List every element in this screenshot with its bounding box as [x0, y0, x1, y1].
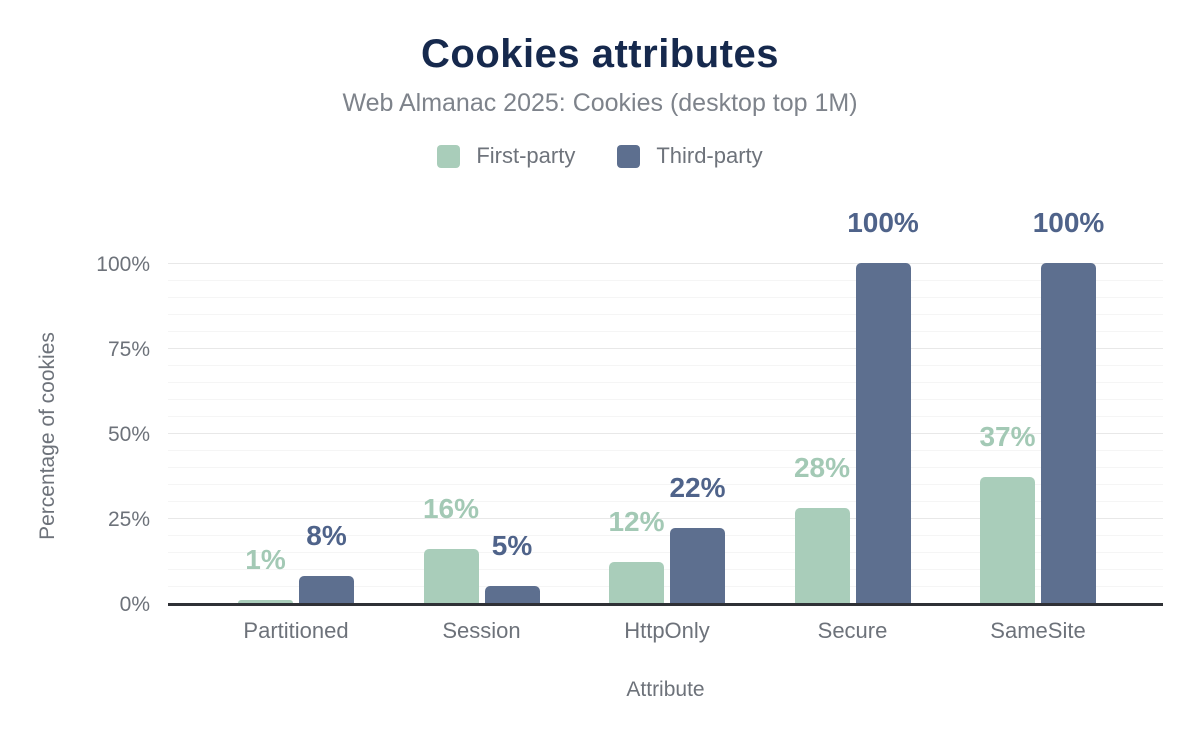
minor-gridline [168, 382, 1163, 383]
bar-value-label: 5% [491, 530, 533, 561]
major-gridline [168, 348, 1163, 349]
major-gridline [168, 518, 1163, 519]
x-category-label: Partitioned [243, 618, 349, 643]
third-party-swatch-icon [617, 144, 641, 168]
y-tick-label: 50% [107, 423, 150, 446]
bar-group: 16% 5% [423, 266, 540, 603]
y-tick-label: 0% [119, 593, 150, 616]
minor-gridline [168, 569, 1163, 570]
bar-value-label: 1% [245, 543, 286, 575]
bar-third-party [299, 575, 354, 603]
bar-group: 12% 22% [608, 266, 726, 603]
minor-gridline [168, 399, 1163, 400]
first-party-swatch-icon [437, 144, 461, 168]
minor-gridline [168, 365, 1163, 366]
bar-value-label: 100% [847, 207, 919, 238]
legend-label-first-party: First-party [476, 143, 576, 168]
bar-first-party [980, 477, 1035, 603]
y-tick-label: 100% [96, 253, 150, 276]
bar-third-party [1041, 263, 1096, 603]
minor-gridline [168, 552, 1163, 553]
bar-first-party [238, 599, 293, 603]
bar-first-party [609, 562, 664, 603]
major-gridline [168, 433, 1163, 434]
minor-gridline [168, 586, 1163, 587]
minor-gridline [168, 331, 1163, 332]
y-tick-label: 25% [107, 508, 150, 531]
chart-title: Cookies attributes [421, 32, 779, 76]
x-category-label: HttpOnly [624, 618, 710, 643]
bar-third-party [670, 528, 725, 603]
major-gridline [168, 263, 1163, 264]
minor-gridline [168, 416, 1163, 417]
bar-value-label: 22% [669, 472, 726, 504]
minor-gridline [168, 280, 1163, 281]
legend-label-third-party: Third-party [656, 143, 763, 168]
legend-item-third-party: Third-party [617, 143, 763, 169]
bar-third-party [855, 263, 911, 603]
bar-value-label: 100% [1032, 207, 1105, 238]
x-category-label: Session [442, 618, 521, 643]
minor-gridline [168, 535, 1163, 536]
legend-item-first-party: First-party [437, 143, 575, 169]
plot-area: 1% 8% 16% 5% 12% 22% 28% 100% 37% 100% [168, 207, 1163, 606]
bar-value-label: 8% [306, 519, 347, 551]
bar-value-label: 16% [422, 492, 480, 524]
chart-subtitle: Web Almanac 2025: Cookies (desktop top 1… [342, 89, 858, 117]
x-category-label: SameSite [990, 618, 1086, 643]
bar-third-party [484, 586, 540, 603]
bar-value-label: 12% [608, 506, 665, 538]
y-tick-label: 75% [107, 338, 150, 361]
bar-value-label: 37% [979, 421, 1036, 453]
bar-group: 37% 100% [979, 207, 1104, 603]
bar-value-label: 28% [793, 451, 851, 483]
bar-group: 1% 8% [238, 266, 354, 603]
minor-gridline [168, 467, 1163, 468]
minor-gridline [168, 484, 1163, 485]
bar-group: 28% 100% [794, 207, 919, 603]
minor-gridline [168, 501, 1163, 502]
minor-gridline [168, 297, 1163, 298]
legend: First-party Third-party [0, 143, 1200, 169]
bar-first-party [423, 548, 479, 603]
minor-gridline [168, 450, 1163, 451]
x-category-label: Secure [817, 618, 888, 643]
x-axis-title: Attribute [626, 678, 705, 701]
bar-first-party [794, 507, 850, 603]
minor-gridline [168, 314, 1163, 315]
